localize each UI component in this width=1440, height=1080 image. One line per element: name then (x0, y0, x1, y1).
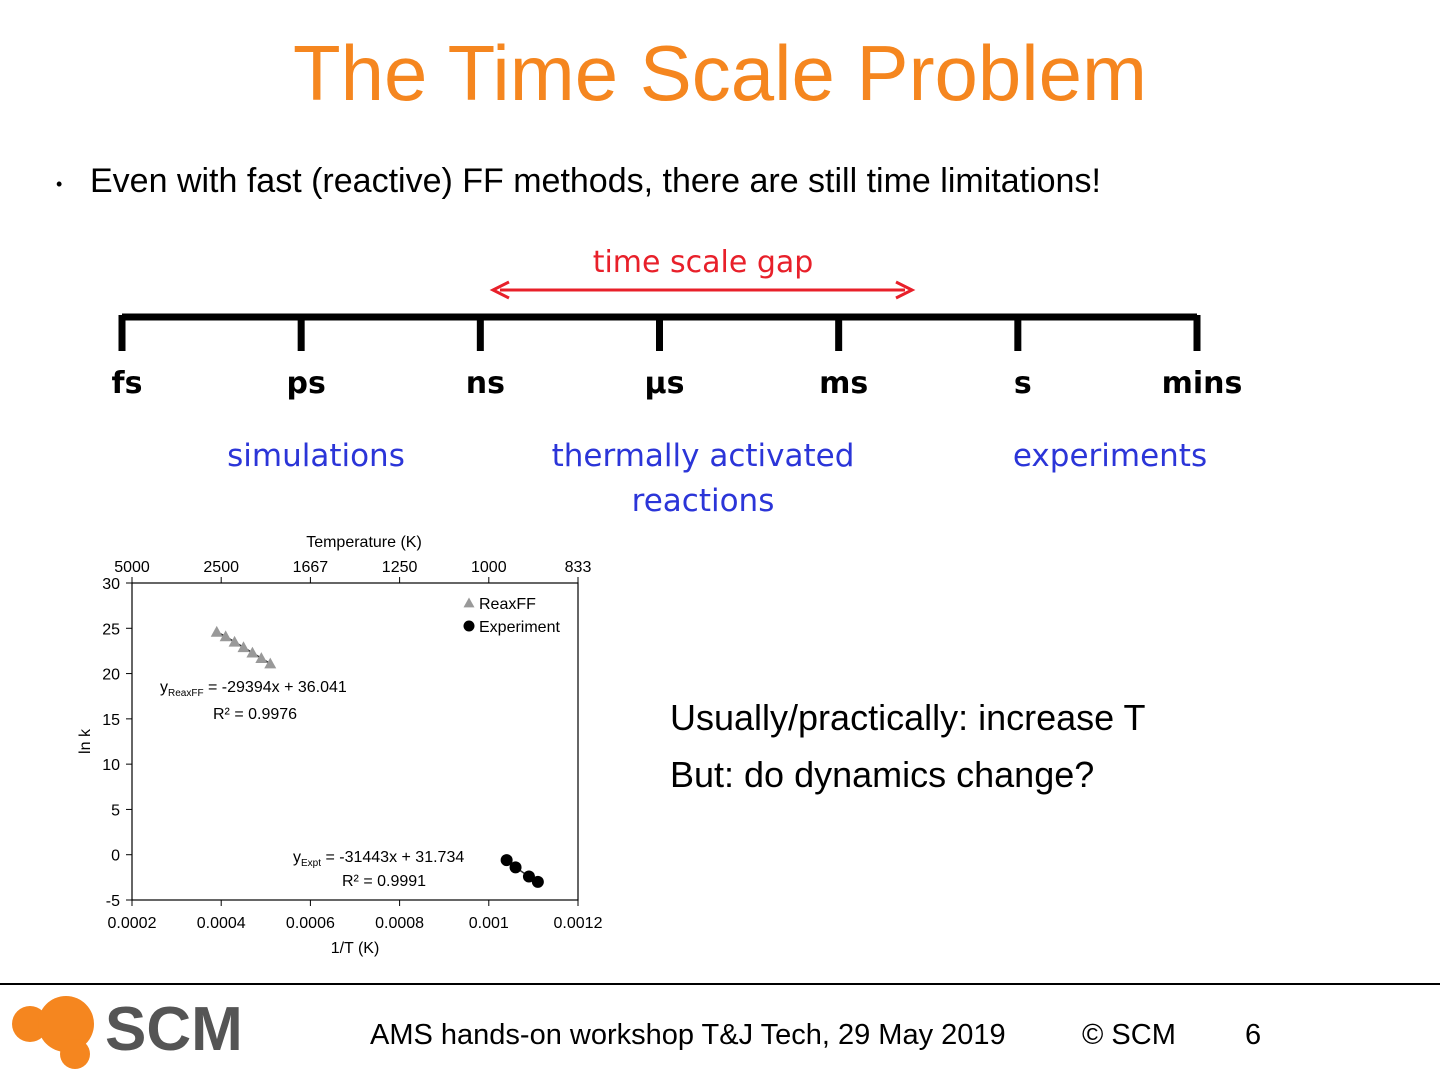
eq-sub: ReaxFF (168, 688, 204, 699)
timeline-unit: ms (819, 366, 868, 401)
data-point (509, 861, 522, 874)
y-axis-label: ln k (77, 728, 94, 754)
bullet-glyph: • (56, 174, 62, 194)
eq-y: y (160, 679, 168, 696)
slide-title: The Time Scale Problem (293, 29, 1147, 117)
y-tick-label: 0 (111, 848, 120, 865)
timeline-unit: mins (1162, 366, 1243, 401)
timeline-unit: ps (286, 366, 325, 401)
eq-sub: Expt (301, 858, 321, 869)
note: Usually/practically: increase T (670, 697, 1146, 738)
gap-arrowheads (489, 280, 916, 300)
data-point (531, 875, 544, 888)
footer-event: AMS hands-on workshop T&J Tech, 29 May 2… (370, 1019, 1006, 1051)
eq-y: y (293, 849, 301, 866)
y-tick-label: 5 (111, 802, 120, 819)
footer-copyright: © SCM (1082, 1019, 1176, 1051)
x-tick-label: 0.0004 (197, 915, 246, 932)
data-point (522, 870, 535, 883)
x2-tick-label: 1250 (382, 559, 418, 576)
x-axis-label: 1/T (K) (331, 940, 380, 957)
x2-tick-label: 5000 (114, 559, 150, 576)
x-tick-label: 0.0006 (286, 915, 335, 932)
x2-tick-label: 2500 (203, 559, 239, 576)
x2-tick-label: 1000 (471, 559, 507, 576)
data-point (246, 646, 259, 658)
gap-label: time scale gap (593, 245, 814, 280)
fit-r2: R² = 0.9991 (342, 873, 426, 890)
logo-mark (12, 996, 94, 1069)
y-tick-label: 15 (102, 712, 120, 729)
data-point (219, 630, 232, 642)
data-point (237, 641, 250, 653)
fit-equation: yExpt = -31443x + 31.734 (293, 849, 464, 869)
x-tick-label: 0.0008 (375, 915, 424, 932)
bullet-text: Even with fast (reactive) FF methods, th… (90, 162, 1101, 200)
x2-tick-label: 1667 (293, 559, 329, 576)
fit-r2: R² = 0.9976 (213, 706, 297, 723)
data-point (264, 657, 277, 669)
note: But: do dynamics change? (670, 754, 1094, 795)
page-number: 6 (1245, 1019, 1261, 1051)
timeline-unit: s (1014, 366, 1032, 401)
data-point (255, 652, 268, 663)
x2-tick-label: 833 (565, 559, 592, 576)
timeline-group: thermally activated (552, 438, 855, 474)
y-tick-label: 30 (102, 576, 120, 593)
x-tick-label: 0.0002 (108, 915, 157, 932)
legend-marker (463, 620, 475, 632)
eq-rest: = -31443x + 31.734 (321, 849, 464, 866)
data-point (210, 625, 223, 637)
legend-label: ReaxFF (479, 596, 536, 613)
timeline-unit: ns (466, 366, 505, 401)
y-tick-label: 10 (102, 757, 120, 774)
timeline-group: simulations (227, 438, 405, 474)
y-tick-label: -5 (106, 893, 120, 910)
timeline-group: experiments (1013, 438, 1207, 474)
data-point (228, 635, 241, 647)
legend-label: Experiment (479, 619, 560, 636)
eq-rest: = -29394x + 36.041 (204, 679, 347, 696)
data-point (500, 854, 513, 867)
logo-text: SCM (105, 995, 243, 1064)
x2-axis-label: Temperature (K) (306, 534, 422, 551)
fit-equation: yReaxFF = -29394x + 36.041 (160, 679, 347, 699)
legend-marker (463, 597, 475, 608)
x-tick-label: 0.0012 (554, 915, 603, 932)
timeline-group: reactions (632, 483, 775, 519)
timeline-unit: fs (112, 366, 143, 401)
x-tick-label: 0.001 (469, 915, 509, 932)
timeline-unit: µs (645, 366, 685, 401)
y-tick-label: 20 (102, 667, 120, 684)
y-tick-label: 25 (102, 621, 120, 638)
plot-frame (131, 582, 579, 901)
